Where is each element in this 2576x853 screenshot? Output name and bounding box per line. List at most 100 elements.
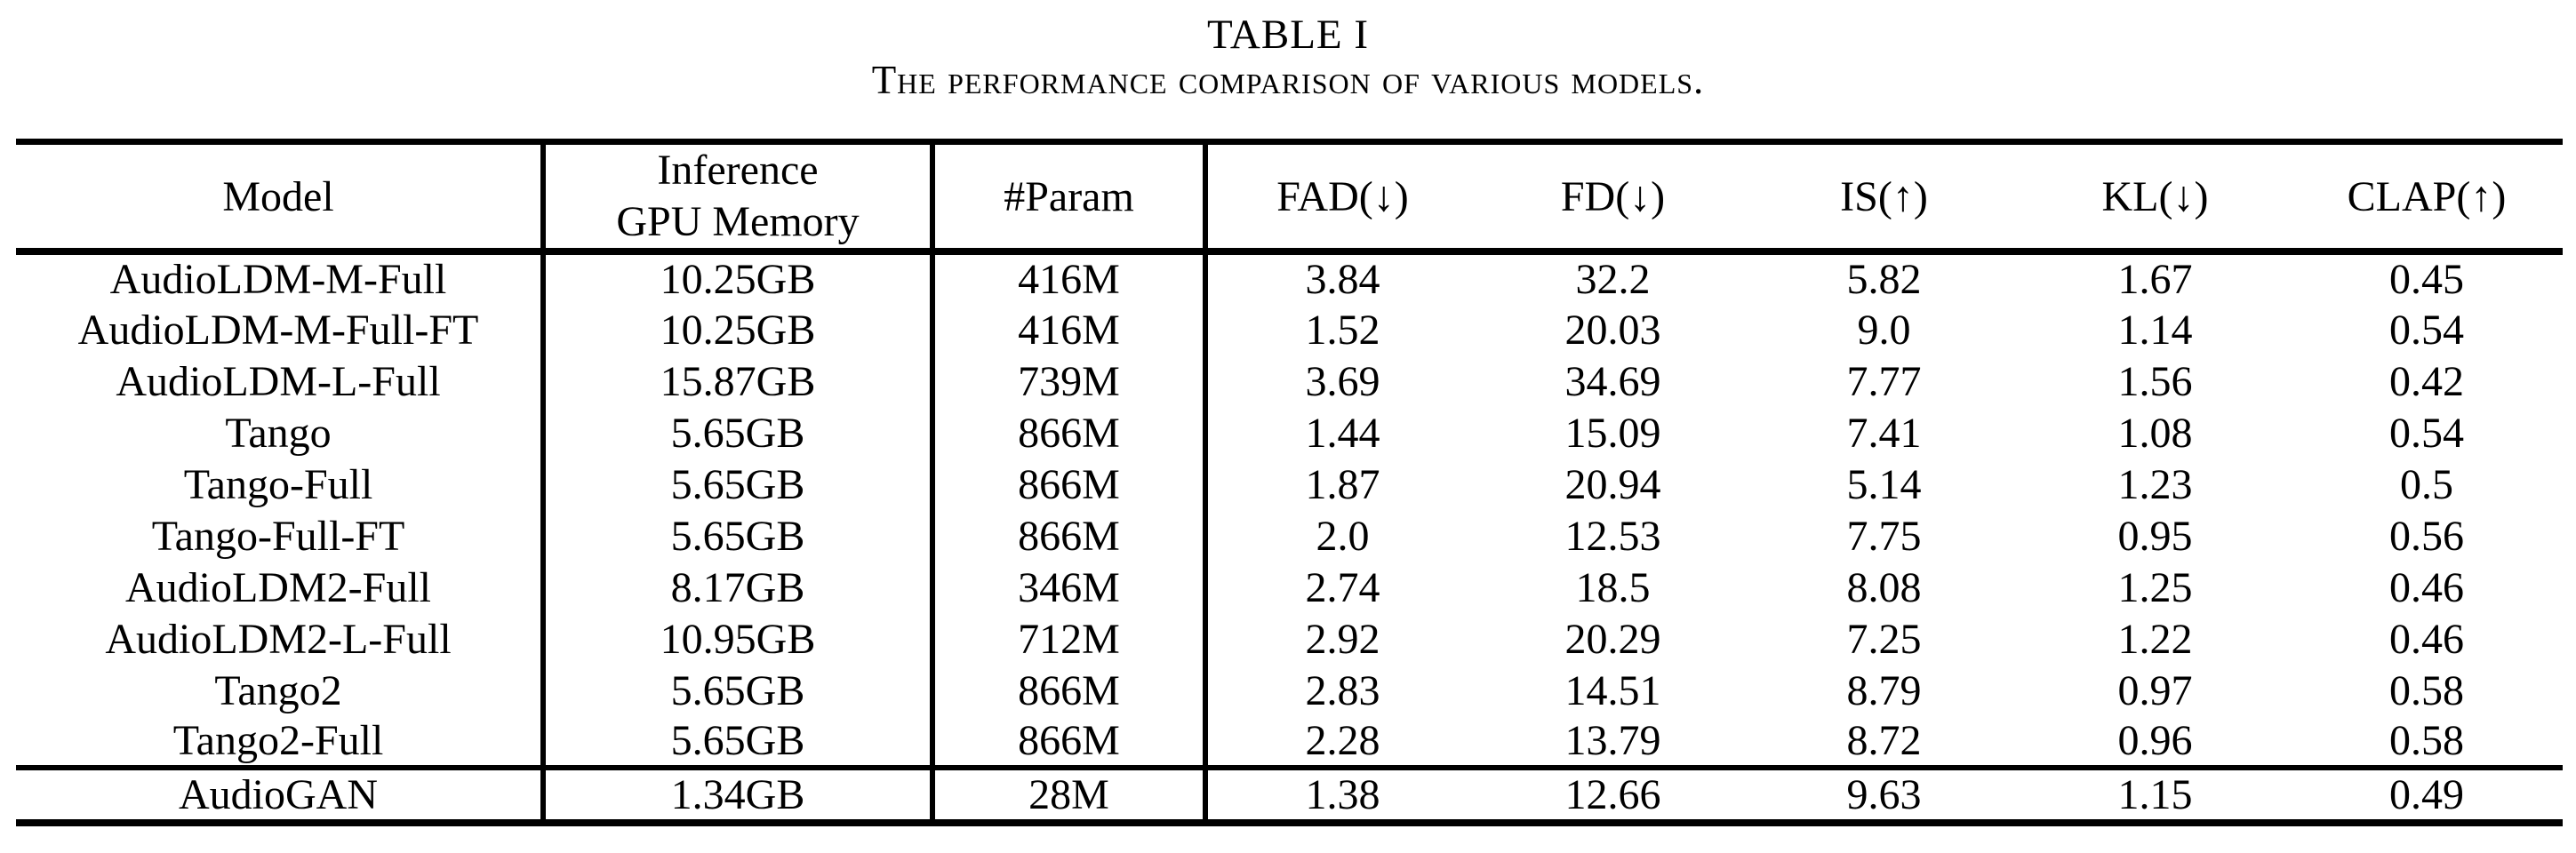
column-header-fd: FD(↓) [1477,141,1748,255]
param-cell: 739M [932,355,1208,407]
column-header-model: Model [16,141,546,255]
fad-cell: 1.38 [1205,765,1477,823]
table-number: TABLE I [1206,12,1370,58]
model-cell: AudioLDM-M-Full [16,251,546,304]
table-row: Tango2 5.65GB 866M 2.83 14.51 8.79 0.97 0.58 [16,665,2563,716]
clap-cell: 0.58 [2389,717,2464,764]
table-row: AudioLDM2-Full 8.17GB 346M 2.74 18.5 8.08 1.25… [16,562,2563,613]
param-cell: 28M [932,765,1208,823]
table-header: Model Inference GPU Memory #Param FAD(↓)… [16,141,2563,255]
performance-table: Model Inference GPU Memory #Param FAD(↓)… [16,139,2563,826]
table-row: Tango 5.65GB 866M 1.44 15.09 7.41 1.08 0.54 [16,407,2563,458]
table-row: Tango-Full 5.65GB 866M 1.87 20.94 5.14 1.23 0.5 [16,458,2563,510]
clap-cell: 0.46 [2389,563,2464,611]
table-footer-section: AudioGAN 1.34GB 28M 1.38 12.66 9.63 1.15 0.49 [16,765,2563,823]
kl-cell: 0.97 [2117,666,2193,714]
is-cell: 8.72 [1846,717,1922,764]
fd-cell: 20.94 [1564,460,1661,508]
column-header-gpu-memory-line2: GPU Memory [616,198,860,245]
kl-cell: 1.14 [2117,306,2193,354]
fd-cell: 12.53 [1564,512,1661,560]
clap-cell: 0.54 [2389,409,2464,457]
kl-cell: 1.22 [2117,615,2193,663]
fd-cell: 14.51 [1564,666,1661,714]
model-cell: AudioLDM-L-Full [16,355,546,407]
gpu-memory-cell: 5.65GB [543,665,935,716]
column-header-gpu-memory: Inference GPU Memory [543,141,935,255]
param-cell: 866M [932,665,1208,716]
model-cell: Tango-Full [16,458,546,510]
param-cell: 416M [932,251,1208,304]
model-cell: AudioGAN [16,765,546,823]
column-header-kl: KL(↓) [2020,141,2291,255]
gpu-memory-cell: 5.65GB [543,716,935,768]
kl-cell: 0.96 [2117,717,2193,764]
clap-cell: 0.56 [2389,512,2464,560]
kl-cell: 1.25 [2117,563,2193,611]
is-cell: 7.25 [1846,615,1922,663]
gpu-memory-cell: 5.65GB [543,510,935,562]
fad-cell: 2.92 [1305,615,1380,663]
model-cell: Tango [16,407,546,458]
gpu-memory-cell: 10.25GB [543,251,935,304]
table-row: Tango-Full-FT 5.65GB 866M 2.0 12.53 7.75 0.95 0… [16,510,2563,562]
column-header-gpu-memory-line1: Inference [657,147,819,194]
column-header-clap: CLAP(↑) [2291,141,2563,255]
model-cell: AudioLDM-M-Full-FT [16,304,546,355]
clap-cell: 0.58 [2389,666,2464,714]
is-cell: 7.41 [1846,409,1922,457]
fd-cell: 20.29 [1564,615,1661,663]
is-cell: 9.63 [1748,765,2020,823]
table-row: AudioLDM-M-Full 10.25GB 416M 3.84 32.2 5.82 1.… [16,251,2563,304]
is-cell: 7.75 [1846,512,1922,560]
fd-cell: 32.2 [1575,256,1651,303]
clap-cell: 0.46 [2389,615,2464,663]
param-cell: 416M [932,304,1208,355]
clap-cell: 0.42 [2389,357,2464,405]
kl-cell: 1.08 [2117,409,2193,457]
model-cell: Tango-Full-FT [16,510,546,562]
gpu-memory-cell: 1.34GB [543,765,935,823]
kl-cell: 1.23 [2117,460,2193,508]
param-cell: 712M [932,613,1208,665]
gpu-memory-cell: 8.17GB [543,562,935,613]
fad-cell: 2.28 [1305,717,1380,764]
is-cell: 7.77 [1846,357,1922,405]
is-cell: 9.0 [1857,306,1911,354]
gpu-memory-cell: 15.87GB [543,355,935,407]
fad-cell: 1.52 [1305,306,1380,354]
table-footer-row: AudioGAN 1.34GB 28M 1.38 12.66 9.63 1.15 0.49 [16,765,2563,823]
fad-cell: 1.87 [1305,460,1380,508]
header-row: Model Inference GPU Memory #Param FAD(↓)… [16,141,2563,255]
fad-cell: 2.83 [1305,666,1380,714]
clap-cell: 0.49 [2291,765,2563,823]
param-cell: 866M [932,716,1208,768]
fd-cell: 15.09 [1564,409,1661,457]
fad-cell: 3.84 [1305,256,1380,303]
clap-cell: 0.5 [2400,460,2453,508]
table-caption: The performance comparison of various mo… [871,58,1705,102]
table-row: Tango2-Full 5.65GB 866M 2.28 13.79 8.72 0.96 0.… [16,716,2563,768]
is-cell: 8.79 [1846,666,1922,714]
table-row: AudioLDM2-L-Full 10.95GB 712M 2.92 20.29 7.25… [16,613,2563,665]
gpu-memory-cell: 10.95GB [543,613,935,665]
table-row: AudioLDM-L-Full 15.87GB 739M 3.69 34.69 7.77 1… [16,355,2563,407]
gpu-memory-cell: 5.65GB [543,458,935,510]
table-row: AudioLDM-M-Full-FT 10.25GB 416M 1.52 20.03 9.… [16,304,2563,355]
kl-cell: 1.56 [2117,357,2193,405]
clap-cell: 0.45 [2389,256,2464,303]
fd-cell: 34.69 [1564,357,1661,405]
clap-cell: 0.54 [2389,306,2464,354]
param-cell: 346M [932,562,1208,613]
fd-cell: 13.79 [1564,717,1661,764]
kl-cell: 1.15 [2020,765,2291,823]
param-cell: 866M [932,510,1208,562]
fad-cell: 1.44 [1305,409,1380,457]
fd-cell: 18.5 [1575,563,1651,611]
model-cell: AudioLDM2-L-Full [16,613,546,665]
model-cell: AudioLDM2-Full [16,562,546,613]
is-cell: 5.82 [1846,256,1922,303]
column-header-param: #Param [932,141,1208,255]
is-cell: 8.08 [1846,563,1922,611]
column-header-fad: FAD(↓) [1205,141,1477,255]
